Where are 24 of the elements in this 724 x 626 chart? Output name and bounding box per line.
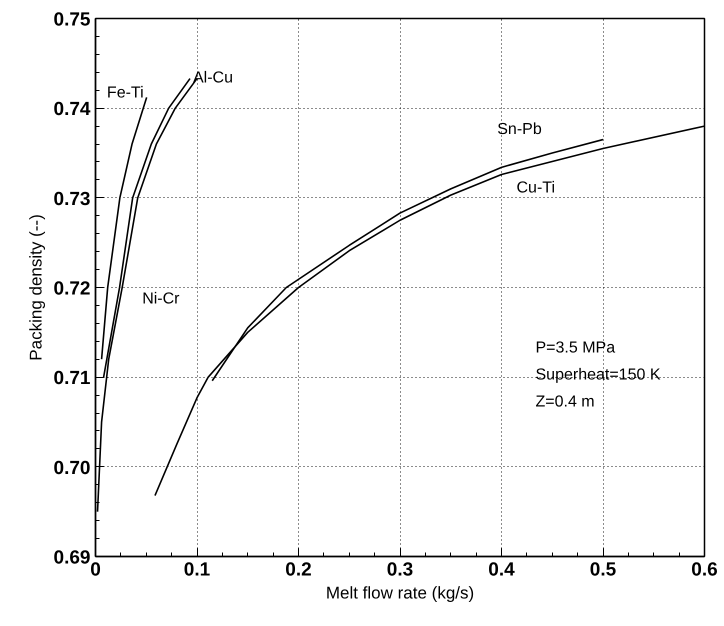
series-label: Cu-Ti — [516, 180, 556, 197]
x-axis-title: Melt flow rate (kg/s) — [326, 584, 474, 602]
annotation: Superheat=150 K — [536, 366, 661, 384]
annotation: Z=0.4 m — [536, 394, 595, 410]
y-tick-label: 0.72 — [54, 278, 91, 300]
y-tick-label: 0.69 — [54, 548, 91, 568]
annotation: P=3.5 MPa — [536, 340, 616, 356]
x-tick-label: 0.4 — [488, 560, 516, 580]
x-tick-label: 0.3 — [386, 560, 414, 580]
x-tick-label: 0.5 — [590, 560, 617, 580]
y-tick-label: 0.75 — [54, 10, 91, 30]
y-tick-label: 0.70 — [54, 458, 91, 479]
x-tick-label: 0 — [90, 560, 101, 580]
series-label: Ni-Cr — [142, 290, 180, 308]
x-tick-label: 0.1 — [184, 560, 211, 580]
series-label: Sn-Pb — [497, 121, 542, 138]
series-label: Fe-Ti — [106, 84, 144, 102]
y-axis-title: Packing density (--) — [26, 214, 46, 361]
y-tick-label: 0.71 — [54, 368, 91, 390]
series-label: Al-Cu — [192, 70, 234, 87]
y-tick-label: 0.74 — [54, 99, 91, 120]
x-tick-label: 0.2 — [285, 560, 312, 580]
x-tick-label: 0.6 — [691, 560, 718, 580]
y-tick-label: 0.73 — [54, 188, 91, 210]
